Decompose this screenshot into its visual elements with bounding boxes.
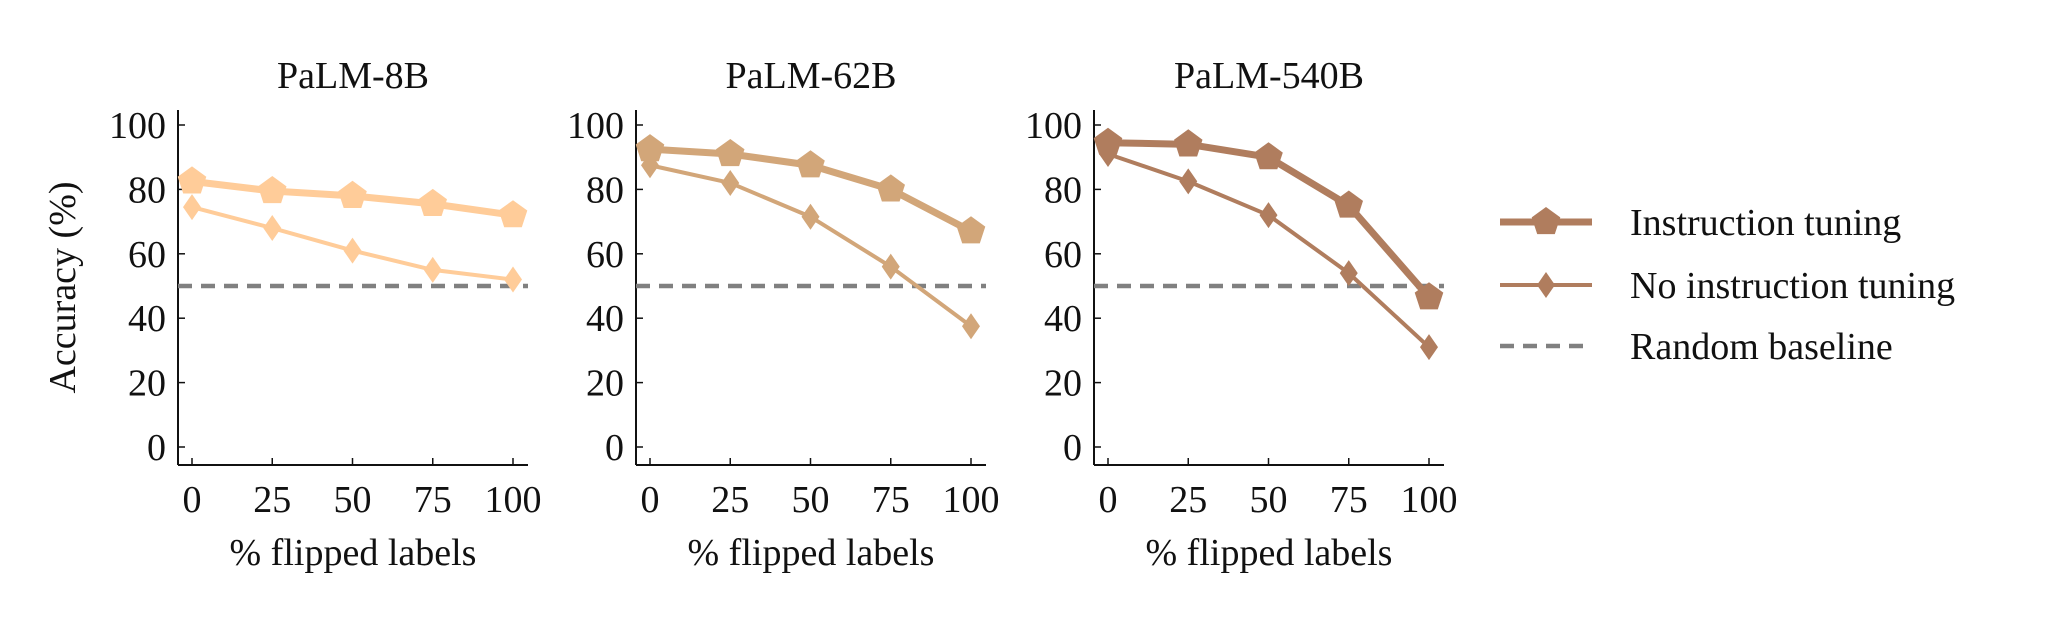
legend-marker-diamond: [1537, 272, 1555, 298]
y-tick-label: 100: [109, 105, 166, 147]
instruction-tuning-point: [1414, 282, 1444, 310]
x-tick-label: 0: [183, 479, 202, 521]
y-tick-label: 80: [1044, 169, 1082, 211]
x-axis-label: % flipped labels: [1146, 532, 1393, 574]
y-tick-label: 0: [605, 427, 624, 469]
y-tick-label: 60: [1044, 234, 1082, 276]
chart-title: PaLM-8B: [277, 55, 429, 97]
x-tick-label: 75: [414, 479, 452, 521]
no-instruction-tuning-point: [641, 152, 659, 179]
no-instruction-tuning-point: [183, 194, 201, 221]
x-tick-label: 100: [485, 479, 542, 521]
no-instruction-tuning-point: [962, 313, 980, 340]
instruction-tuning-point: [876, 174, 905, 202]
no-instruction-tuning-point: [1339, 260, 1358, 287]
no-instruction-tuning-point: [881, 253, 900, 280]
no-instruction-tuning-point: [1179, 168, 1198, 195]
instruction-tuning-point: [498, 200, 528, 228]
y-tick-label: 80: [586, 169, 624, 211]
y-tick-label: 80: [128, 169, 166, 211]
no-instruction-tuning-point: [1259, 202, 1278, 229]
instruction-tuning-point: [1334, 190, 1363, 218]
no-instruction-tuning-point: [721, 169, 740, 196]
y-tick-label: 100: [1025, 105, 1082, 147]
no-instruction-tuning-point: [1420, 334, 1438, 361]
x-tick-label: 75: [872, 479, 910, 521]
x-axis-label: % flipped labels: [230, 532, 477, 574]
instruction-tuning-point: [418, 188, 447, 216]
no-instruction-tuning-point: [801, 203, 820, 230]
y-axis-label: Accuracy (%): [42, 181, 84, 393]
y-tick-label: 0: [147, 427, 166, 469]
instruction-tuning-point: [635, 134, 665, 162]
x-tick-label: 50: [792, 479, 830, 521]
legend-marker-pentagon: [1531, 207, 1561, 235]
legend-label: Random baseline: [1630, 326, 1893, 368]
instruction-tuning-point: [1254, 142, 1283, 170]
y-tick-label: 20: [1044, 363, 1082, 405]
instruction-tuning-point: [1174, 129, 1203, 157]
legend-item: Random baseline: [1500, 326, 1893, 368]
instruction-tuning-point: [258, 176, 287, 204]
no-instruction-tuning-line: [1107, 152, 1431, 349]
y-tick-label: 40: [586, 298, 624, 340]
y-tick-label: 100: [567, 105, 624, 147]
y-tick-label: 20: [586, 363, 624, 405]
y-tick-label: 40: [128, 298, 166, 340]
y-tick-label: 60: [586, 234, 624, 276]
instruction-tuning-point: [956, 216, 986, 244]
y-tick-label: 0: [1063, 427, 1082, 469]
x-tick-label: 0: [1099, 479, 1118, 521]
no-instruction-tuning-line: [649, 163, 973, 328]
x-tick-label: 50: [334, 479, 372, 521]
x-tick-label: 0: [641, 479, 660, 521]
x-tick-label: 25: [1169, 479, 1207, 521]
x-tick-label: 25: [253, 479, 291, 521]
no-instruction-tuning-point: [504, 266, 522, 293]
legend-label: No instruction tuning: [1630, 265, 1955, 307]
legend: Instruction tuning No instruction tuning R…: [1500, 202, 1955, 368]
chart-title: PaLM-62B: [726, 55, 897, 97]
y-tick-label: 60: [128, 234, 166, 276]
y-tick-label: 40: [1044, 298, 1082, 340]
x-tick-label: 25: [711, 479, 749, 521]
x-tick-label: 100: [1401, 479, 1458, 521]
x-tick-label: 50: [1250, 479, 1288, 521]
legend-item: Instruction tuning: [1500, 202, 1901, 244]
legend-label: Instruction tuning: [1630, 202, 1901, 244]
instruction-tuning-point: [716, 139, 745, 167]
instruction-tuning-point: [796, 150, 825, 178]
no-instruction-tuning-point: [1099, 140, 1117, 167]
x-tick-label: 100: [943, 479, 1000, 521]
instruction-tuning-point: [177, 166, 207, 194]
x-tick-label: 75: [1330, 479, 1368, 521]
y-tick-label: 20: [128, 363, 166, 405]
no-instruction-tuning-point: [423, 256, 442, 283]
legend-item: No instruction tuning: [1500, 265, 1955, 307]
x-axis-label: % flipped labels: [688, 532, 935, 574]
no-instruction-tuning-point: [263, 215, 282, 242]
chart-title: PaLM-540B: [1174, 55, 1364, 97]
no-instruction-tuning-point: [343, 237, 362, 264]
instruction-tuning-point: [338, 180, 367, 208]
